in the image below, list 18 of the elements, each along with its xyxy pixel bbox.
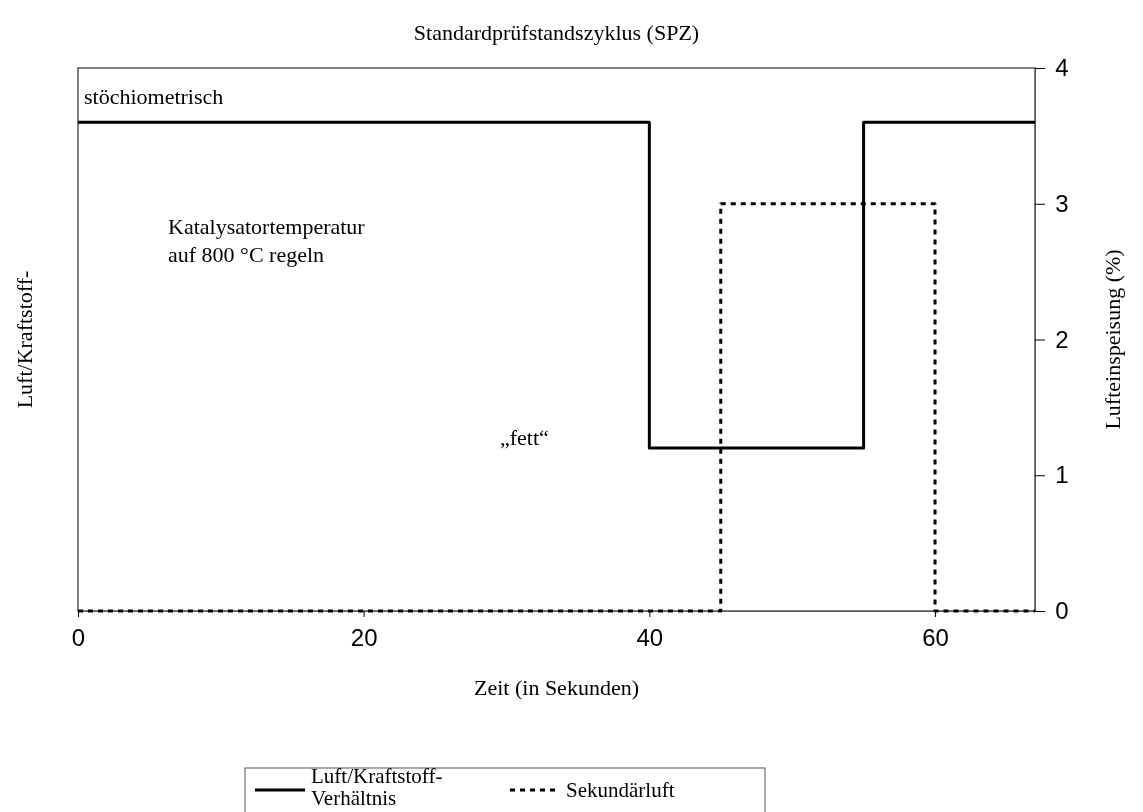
annotation: Katalysatortemperatur auf 800 °C regeln bbox=[168, 214, 366, 267]
y2-tick-label: 0 bbox=[1055, 597, 1069, 625]
y2-tick-label: 2 bbox=[1055, 325, 1069, 353]
annotation: „fett“ bbox=[500, 425, 549, 450]
x-tick-label: 60 bbox=[922, 624, 949, 652]
chart-title: Standardprüfstandszyklus (SPZ) bbox=[413, 20, 700, 45]
y2-tick-label: 3 bbox=[1055, 189, 1069, 217]
legend-label: Sekundärluft bbox=[566, 778, 675, 802]
y-axis-title: Luft/Kraftstoff- bbox=[12, 270, 37, 409]
x-axis-title: Zeit (in Sekunden) bbox=[474, 675, 639, 700]
y2-tick-label: 4 bbox=[1055, 54, 1069, 82]
x-tick-label: 20 bbox=[350, 624, 378, 652]
annotation: stöchiometrisch bbox=[84, 84, 224, 109]
y2-axis-title: Lufteinspeisung (%) bbox=[1100, 249, 1125, 430]
x-tick-label: 0 bbox=[71, 624, 86, 652]
x-tick-label: 40 bbox=[636, 624, 664, 652]
legend-label: Luft/Kraftstoff-Verhältnis bbox=[311, 764, 443, 811]
y2-tick-label: 1 bbox=[1055, 461, 1069, 489]
